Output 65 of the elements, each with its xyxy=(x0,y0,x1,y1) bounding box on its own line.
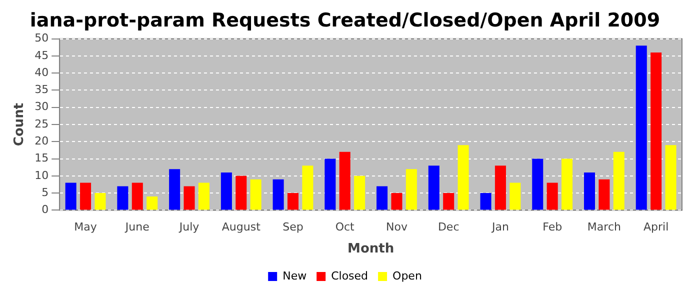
bar xyxy=(287,193,299,210)
bar xyxy=(598,179,610,210)
x-tick-label: Dec xyxy=(438,220,460,234)
bar xyxy=(169,169,180,210)
bar xyxy=(532,158,544,210)
x-tick-label: April xyxy=(643,220,669,234)
x-tick-label: June xyxy=(124,220,150,234)
y-tick-label: 40 xyxy=(34,66,49,79)
bar xyxy=(613,152,624,210)
y-tick-label: 50 xyxy=(34,32,49,45)
legend-label: Open xyxy=(392,269,422,282)
bar xyxy=(428,166,440,210)
y-tick-label: 25 xyxy=(34,117,49,130)
x-tick-label: Nov xyxy=(386,220,408,234)
bar xyxy=(636,46,647,210)
bar xyxy=(94,193,106,210)
chart-title: iana-prot-param Requests Created/Closed/Open April 2009 xyxy=(30,9,660,32)
bar xyxy=(65,182,76,210)
bar xyxy=(665,145,676,210)
y-tick-label: 45 xyxy=(34,48,49,62)
bar xyxy=(480,193,492,210)
legend-label: Closed xyxy=(331,269,368,282)
bar xyxy=(650,52,662,210)
x-tick-label: Oct xyxy=(335,220,356,234)
bar xyxy=(391,193,402,210)
bar xyxy=(250,179,262,210)
bar xyxy=(406,169,417,210)
x-tick-label: March xyxy=(587,220,621,234)
bar xyxy=(146,196,158,210)
x-tick-label: Jan xyxy=(490,220,509,234)
bar xyxy=(562,158,573,210)
bar xyxy=(324,158,336,210)
bar xyxy=(376,186,388,210)
bar xyxy=(302,166,314,210)
y-axis-title: Count xyxy=(12,102,28,146)
x-tick-label: Sep xyxy=(282,220,304,234)
bar xyxy=(117,186,128,210)
bar xyxy=(443,193,454,210)
bar xyxy=(220,172,232,210)
y-tick-label: 0 xyxy=(42,203,49,216)
x-tick-label: May xyxy=(74,220,98,234)
x-axis-title: Month xyxy=(348,242,394,257)
bar xyxy=(272,179,284,210)
y-tick-label: 5 xyxy=(42,186,49,199)
bar xyxy=(584,172,596,210)
y-tick-label: 35 xyxy=(34,83,49,96)
bar xyxy=(80,182,92,210)
y-tick-label: 30 xyxy=(34,100,49,114)
bar xyxy=(494,166,506,210)
y-tick-label: 20 xyxy=(34,134,49,148)
bar xyxy=(458,145,469,210)
bar xyxy=(354,176,366,210)
x-tick-label: August xyxy=(222,220,262,234)
y-tick-label: 10 xyxy=(34,168,49,182)
bar xyxy=(510,182,521,210)
bar xyxy=(184,186,195,210)
bar xyxy=(546,182,558,210)
y-tick-label: 15 xyxy=(34,152,49,165)
bar xyxy=(236,176,247,210)
bar xyxy=(198,182,210,210)
bar xyxy=(132,182,143,210)
bar xyxy=(339,152,350,210)
x-tick-label: July xyxy=(178,220,200,234)
legend-label: New xyxy=(282,269,307,282)
x-tick-label: Feb xyxy=(542,220,562,234)
